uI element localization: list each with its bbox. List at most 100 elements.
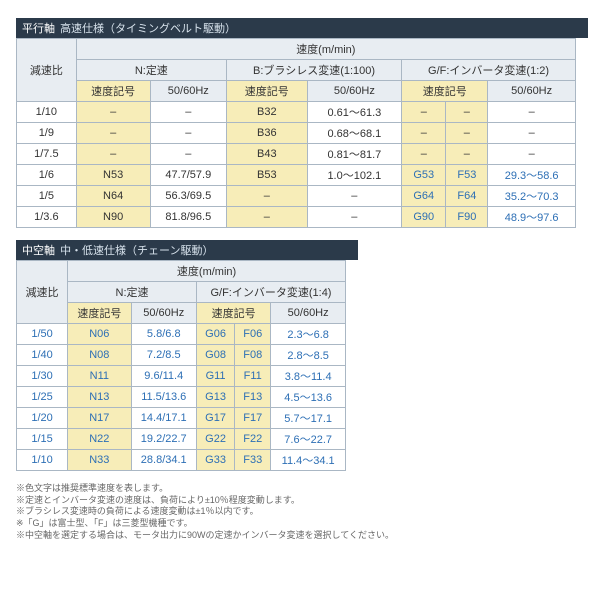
table-cell: G17 — [196, 408, 234, 429]
table2-header: 中空軸 中・低速仕様（チェーン駆動） — [16, 240, 358, 260]
table-cell: – — [76, 144, 150, 165]
footnote-line: ※中空軸を選定する場合は、モータ出力に90Wの定速かインバータ変速を選択してくだ… — [16, 530, 584, 542]
table-cell: 1/20 — [17, 408, 68, 429]
table-cell: 1/10 — [17, 102, 77, 123]
table-cell: N08 — [68, 345, 131, 366]
table-cell: 1/6 — [17, 165, 77, 186]
table-cell: N13 — [68, 387, 131, 408]
table-cell: N22 — [68, 429, 131, 450]
table-cell: N11 — [68, 366, 131, 387]
table-cell: N90 — [76, 207, 150, 228]
t2-top: 速度(m/min) — [68, 261, 346, 282]
footnote-line: ※色文字は推奨標準速度を表します。 — [16, 483, 584, 495]
t1-n-code: 速度記号 — [76, 81, 150, 102]
table-cell: F90 — [446, 207, 488, 228]
table-cell: 1/25 — [17, 387, 68, 408]
table-cell: 3.8～11.4 — [271, 366, 346, 387]
table-cell: – — [402, 123, 446, 144]
table-cell: F13 — [235, 387, 271, 408]
table-cell: – — [488, 102, 576, 123]
table-cell: 9.6/11.4 — [131, 366, 196, 387]
t2-gf-hz: 50/60Hz — [271, 303, 346, 324]
t1-groupGF: G/F:インバータ変速(1:2) — [402, 60, 576, 81]
table-cell: B43 — [226, 144, 307, 165]
table-cell: G08 — [196, 345, 234, 366]
table-cell: – — [76, 123, 150, 144]
table-cell: 56.3/69.5 — [150, 186, 226, 207]
table-cell: 28.8/34.1 — [131, 450, 196, 471]
table-cell: 19.2/22.7 — [131, 429, 196, 450]
table-cell: 1/50 — [17, 324, 68, 345]
table-cell: G53 — [402, 165, 446, 186]
footnote-line: ※定速とインバータ変速の速度は、負荷により±10％程度変動します。 — [16, 495, 584, 507]
table-cell: 14.4/17.1 — [131, 408, 196, 429]
table-cell: F11 — [235, 366, 271, 387]
table-cell: 1/7.5 — [17, 144, 77, 165]
table-cell: 1/9 — [17, 123, 77, 144]
t1-top: 速度(m/min) — [76, 39, 575, 60]
table-cell: G13 — [196, 387, 234, 408]
table-cell: G06 — [196, 324, 234, 345]
table-cell: 5.7～17.1 — [271, 408, 346, 429]
table2: 減速比 速度(m/min) N:定速 G/F:インバータ変速(1:4) 速度記号… — [16, 260, 346, 471]
t1-b-code: 速度記号 — [226, 81, 307, 102]
t1-b-hz: 50/60Hz — [307, 81, 402, 102]
table-cell: – — [446, 144, 488, 165]
table-cell: B53 — [226, 165, 307, 186]
table-cell: 2.8～8.5 — [271, 345, 346, 366]
table-cell: – — [402, 144, 446, 165]
footnote-line: ※ブラシレス変速時の負荷による速度変動は±1％以内です。 — [16, 506, 584, 518]
table-cell: F64 — [446, 186, 488, 207]
t1-groupB: B:ブラシレス変速(1:100) — [226, 60, 401, 81]
t1-groupN: N:定速 — [76, 60, 226, 81]
table-cell: 1/5 — [17, 186, 77, 207]
table-cell: N17 — [68, 408, 131, 429]
table-cell: – — [226, 207, 307, 228]
table-cell: 2.3～6.8 — [271, 324, 346, 345]
table-cell: 0.81～81.7 — [307, 144, 402, 165]
table-cell: B36 — [226, 123, 307, 144]
table-cell: – — [307, 207, 402, 228]
table-cell: N53 — [76, 165, 150, 186]
table-cell: F06 — [235, 324, 271, 345]
table-cell: – — [150, 144, 226, 165]
t2-ratio-label: 減速比 — [17, 261, 68, 324]
table-cell: F33 — [235, 450, 271, 471]
table-cell: G90 — [402, 207, 446, 228]
t2-n-code: 速度記号 — [68, 303, 131, 324]
table-cell: 1/15 — [17, 429, 68, 450]
table1: 減速比 速度(m/min) N:定速 B:ブラシレス変速(1:100) G/F:… — [16, 38, 576, 228]
table-cell: 1/30 — [17, 366, 68, 387]
table-cell: G11 — [196, 366, 234, 387]
table-cell: – — [446, 123, 488, 144]
t2-groupN: N:定速 — [68, 282, 197, 303]
table-cell: 1.0～102.1 — [307, 165, 402, 186]
table-cell: 1/10 — [17, 450, 68, 471]
table-cell: 81.8/96.5 — [150, 207, 226, 228]
table1-header: 平行軸 高速仕様（タイミングベルト駆動） — [16, 18, 588, 38]
table-cell: – — [446, 102, 488, 123]
table-cell: F17 — [235, 408, 271, 429]
table-cell: 7.2/8.5 — [131, 345, 196, 366]
table-cell: F22 — [235, 429, 271, 450]
table-cell: 1/40 — [17, 345, 68, 366]
t2-gf-code: 速度記号 — [196, 303, 270, 324]
footnote-line: ※「G」は富士型、「F」は三菱型機種です。 — [16, 518, 584, 530]
table-cell: – — [226, 186, 307, 207]
table-cell: – — [76, 102, 150, 123]
table1-header-light: 高速仕様（タイミングベルト駆動） — [60, 23, 236, 35]
table-cell: 7.6～22.7 — [271, 429, 346, 450]
table-cell: F53 — [446, 165, 488, 186]
t1-n-hz: 50/60Hz — [150, 81, 226, 102]
table-cell: N06 — [68, 324, 131, 345]
t1-gf-code: 速度記号 — [402, 81, 488, 102]
table-cell: 0.61～61.3 — [307, 102, 402, 123]
table-cell: – — [488, 123, 576, 144]
table-cell: F08 — [235, 345, 271, 366]
table-cell: – — [150, 123, 226, 144]
table-cell: – — [307, 186, 402, 207]
table-cell: – — [402, 102, 446, 123]
table-cell: 11.5/13.6 — [131, 387, 196, 408]
table-cell: 47.7/57.9 — [150, 165, 226, 186]
table-cell: 1/3.6 — [17, 207, 77, 228]
